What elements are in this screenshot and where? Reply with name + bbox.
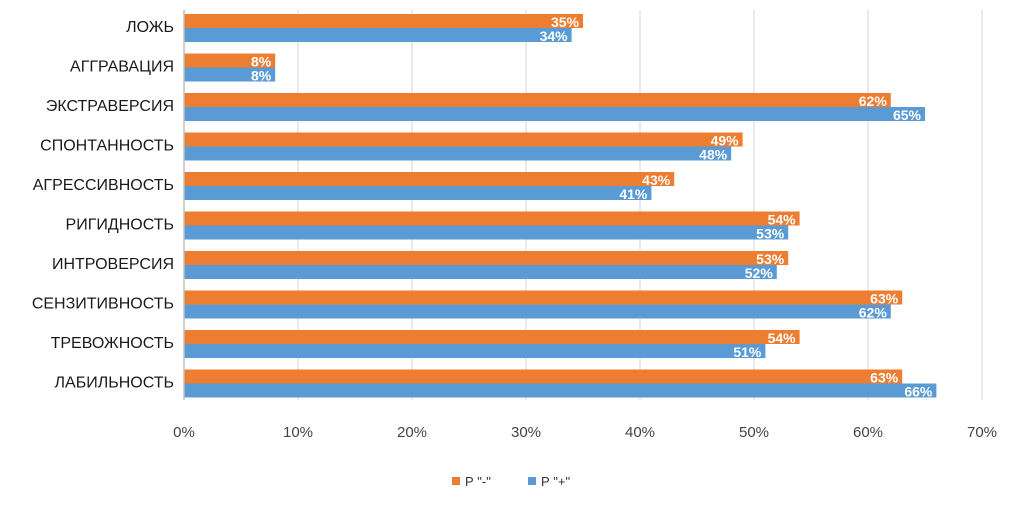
category-label: ЛОЖЬ — [126, 19, 174, 36]
x-tick-label: 30% — [511, 424, 541, 441]
data-label: 35% — [551, 14, 580, 30]
data-label: 63% — [870, 291, 899, 307]
bar — [184, 93, 891, 107]
legend-swatch — [452, 477, 460, 485]
bar — [184, 14, 583, 28]
data-label: 63% — [870, 370, 899, 386]
category-label: ИНТРОВЕРСИЯ — [52, 256, 174, 273]
data-label: 65% — [893, 107, 922, 123]
category-label: АГРЕССИВНОСТЬ — [33, 177, 174, 194]
data-label: 51% — [733, 344, 762, 360]
bar — [184, 225, 789, 240]
data-label: 48% — [699, 147, 728, 163]
category-label: ТРЕВОЖНОСТЬ — [51, 335, 174, 352]
bar — [184, 211, 800, 226]
legend-swatch — [528, 477, 536, 485]
category-label: РИГИДНОСТЬ — [66, 217, 174, 234]
x-tick-label: 20% — [397, 424, 427, 441]
category-labels: ЛОЖЬ АГГРАВАЦИЯ ЭКСТРАВЕРСИЯ СПОНТАННОСТЬ АГ… — [32, 19, 174, 392]
data-label: 53% — [756, 226, 785, 242]
bar — [184, 369, 903, 384]
x-tick-label: 60% — [853, 424, 883, 441]
legend: Р "-" Р "+" — [452, 474, 570, 489]
data-label: 52% — [745, 265, 774, 281]
bars: 35%34%8%8%62%65%49%48%43%41%54%53%53%52%… — [184, 14, 937, 400]
category-label: АГГРАВАЦИЯ — [70, 59, 174, 76]
data-label: 43% — [642, 172, 671, 188]
category-label: СПОНТАННОСТЬ — [40, 138, 174, 155]
bar — [184, 132, 743, 147]
bar — [184, 186, 652, 200]
x-tick-label: 50% — [739, 424, 769, 441]
bar — [184, 146, 732, 161]
legend-label: Р "-" — [465, 474, 491, 489]
bar — [184, 265, 777, 279]
x-tick-label: 40% — [625, 424, 655, 441]
data-label: 49% — [711, 133, 740, 149]
bar — [184, 172, 675, 186]
data-label: 62% — [859, 93, 888, 109]
data-label: 41% — [619, 186, 648, 202]
data-label: 53% — [756, 251, 785, 267]
data-label: 54% — [768, 330, 797, 346]
data-label: 54% — [768, 212, 797, 228]
category-label: ЛАБИЛЬНОСТЬ — [55, 375, 174, 392]
gridlines — [297, 10, 983, 400]
bar — [184, 107, 925, 121]
bar — [184, 53, 276, 68]
x-axis-ticks: 0% 10% 20% 30% 40% 50% 60% 70% — [173, 424, 997, 441]
data-label: 62% — [859, 305, 888, 321]
bar — [184, 330, 800, 344]
category-label: СЕНЗИТИВНОСТЬ — [32, 296, 174, 313]
bar — [184, 28, 572, 42]
bar — [184, 67, 276, 82]
data-label: 8% — [251, 54, 272, 70]
bar — [184, 251, 789, 265]
x-tick-label: 70% — [967, 424, 997, 441]
bar — [184, 344, 766, 358]
bar — [184, 290, 903, 305]
category-label: ЭКСТРАВЕРСИЯ — [46, 98, 174, 115]
bar — [184, 304, 891, 319]
data-label: 34% — [540, 28, 569, 44]
bar — [184, 383, 937, 398]
data-label: 8% — [251, 68, 272, 84]
legend-label: Р "+" — [541, 474, 570, 489]
x-tick-label: 0% — [173, 424, 195, 441]
x-tick-label: 10% — [283, 424, 313, 441]
data-label: 66% — [904, 384, 933, 400]
